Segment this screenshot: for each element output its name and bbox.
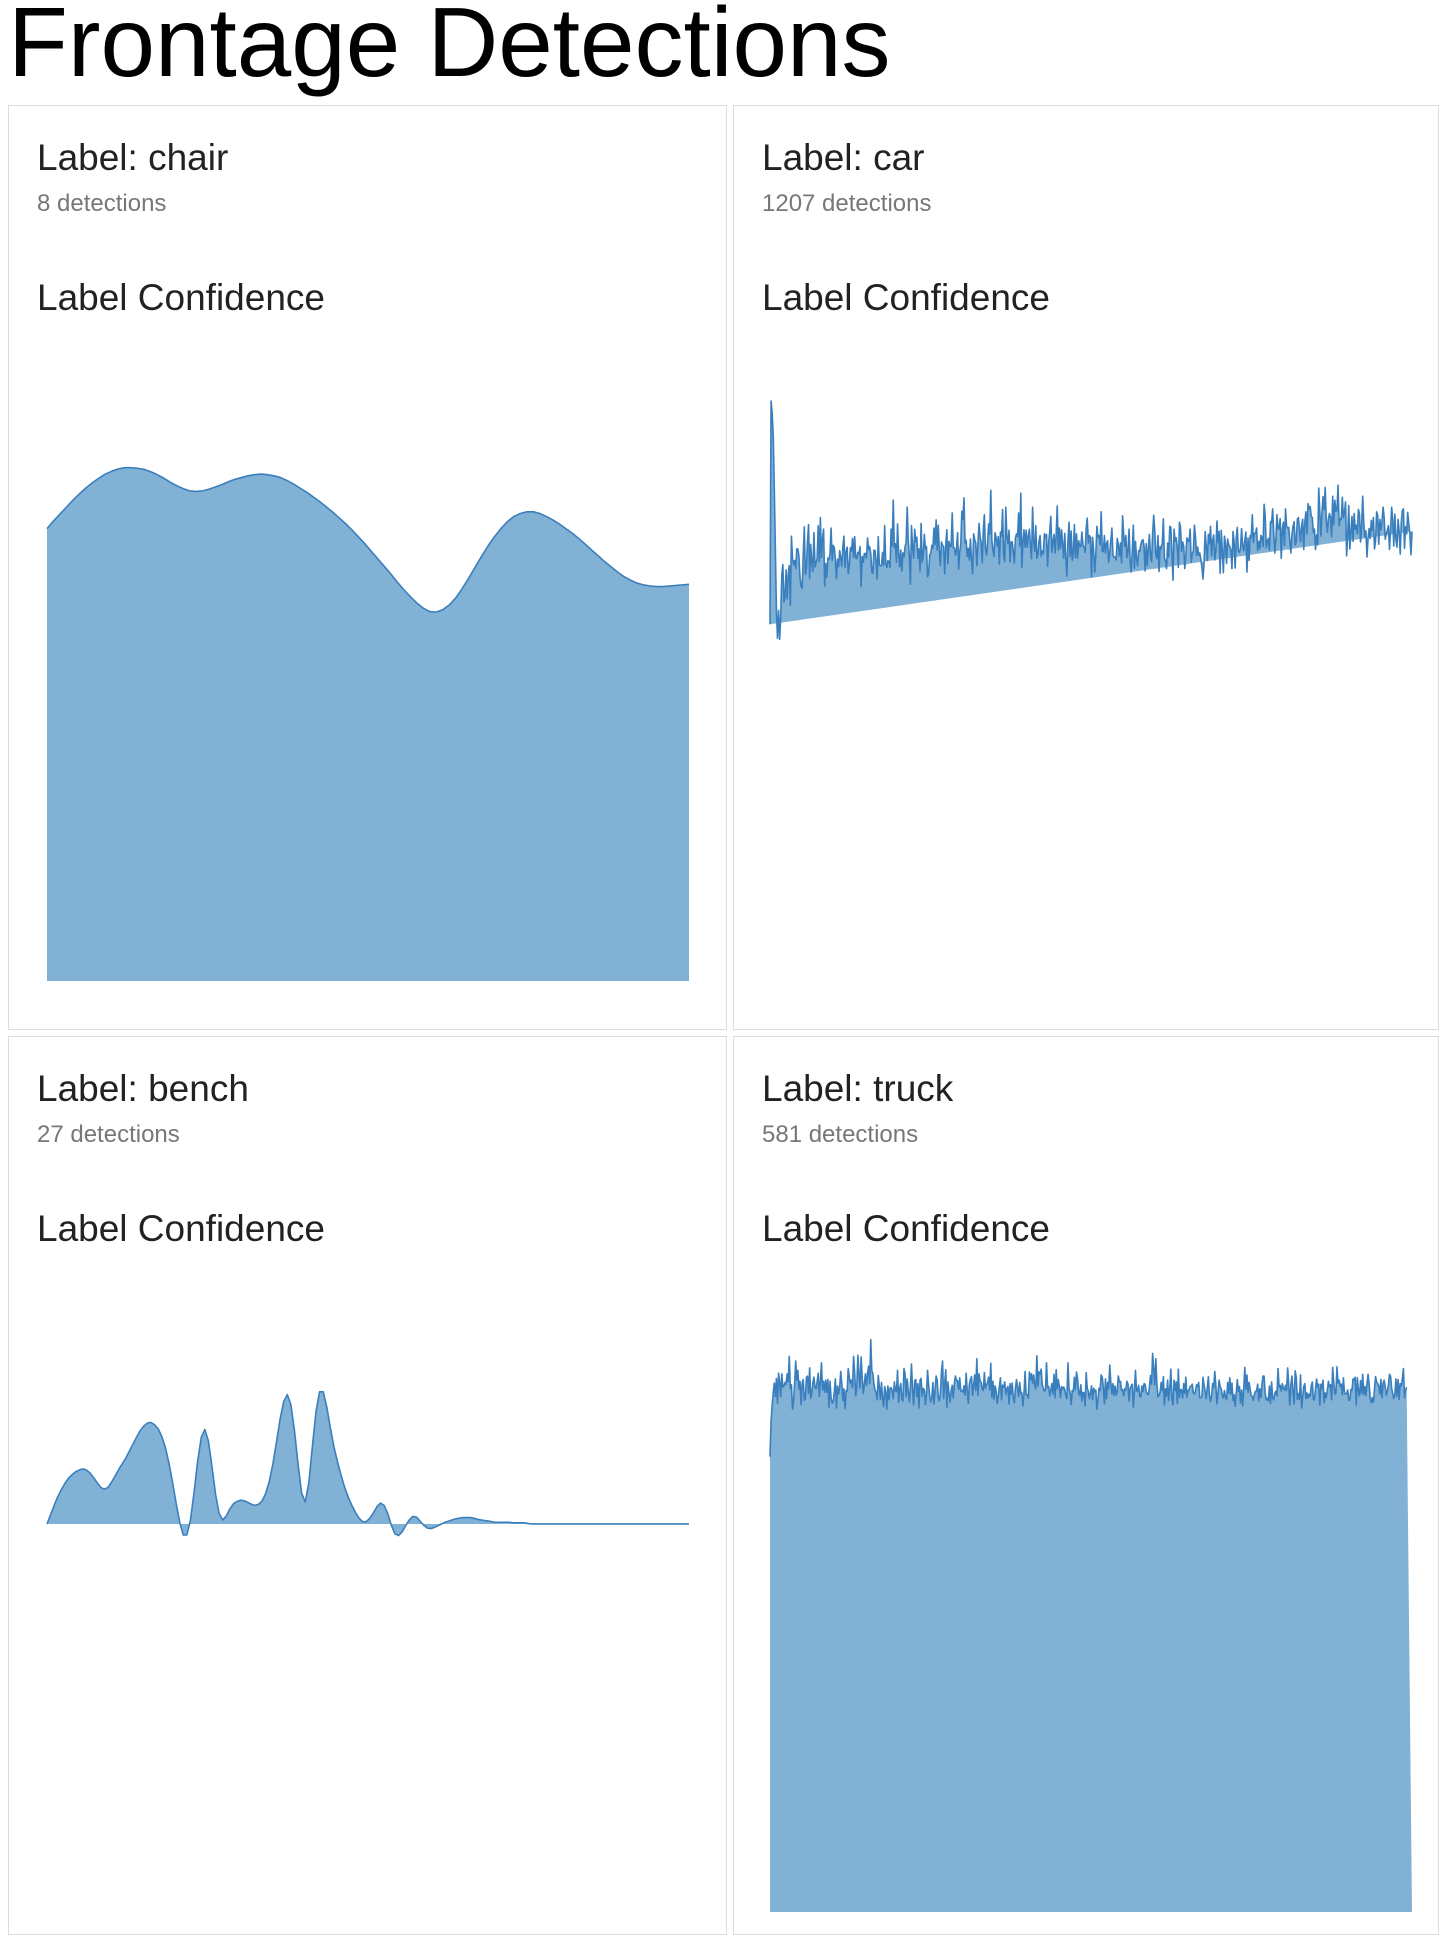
confidence-chart-car xyxy=(769,400,1413,641)
confidence-line xyxy=(46,466,690,613)
detection-card-car: Label: car 1207 detections Label Confide… xyxy=(733,105,1439,1030)
detection-card-truck: Label: truck 581 detections Label Confid… xyxy=(733,1036,1439,1935)
confidence-area xyxy=(770,1339,1412,1912)
chart-title: Label Confidence xyxy=(762,277,1050,318)
confidence-chart-truck xyxy=(769,1338,1412,1912)
detection-card-bench: Label: bench 27 detections Label Confide… xyxy=(8,1036,727,1935)
card-label: Label: truck xyxy=(762,1068,954,1109)
confidence-area xyxy=(47,467,689,981)
confidence-line xyxy=(46,1390,689,1537)
confidence-chart-bench xyxy=(46,1390,689,1537)
detection-count: 581 detections xyxy=(762,1121,919,1148)
chart-title: Label Confidence xyxy=(37,277,325,318)
card-label: Label: bench xyxy=(37,1068,249,1109)
page-title: Frontage Detections xyxy=(8,0,891,97)
chart-title: Label Confidence xyxy=(37,1208,325,1249)
card-label: Label: car xyxy=(762,137,925,178)
detection-count: 8 detections xyxy=(37,190,167,217)
confidence-line xyxy=(769,400,1413,641)
detection-count: 27 detections xyxy=(37,1121,180,1148)
card-label: Label: chair xyxy=(37,137,229,178)
confidence-area xyxy=(47,1391,689,1536)
detection-card-chair: Label: chair 8 detections Label Confiden… xyxy=(8,105,727,1030)
chart-title: Label Confidence xyxy=(762,1208,1050,1249)
confidence-chart-chair xyxy=(46,466,690,981)
confidence-area xyxy=(770,401,1412,640)
detection-count: 1207 detections xyxy=(762,190,932,217)
confidence-line xyxy=(769,1338,1408,1457)
